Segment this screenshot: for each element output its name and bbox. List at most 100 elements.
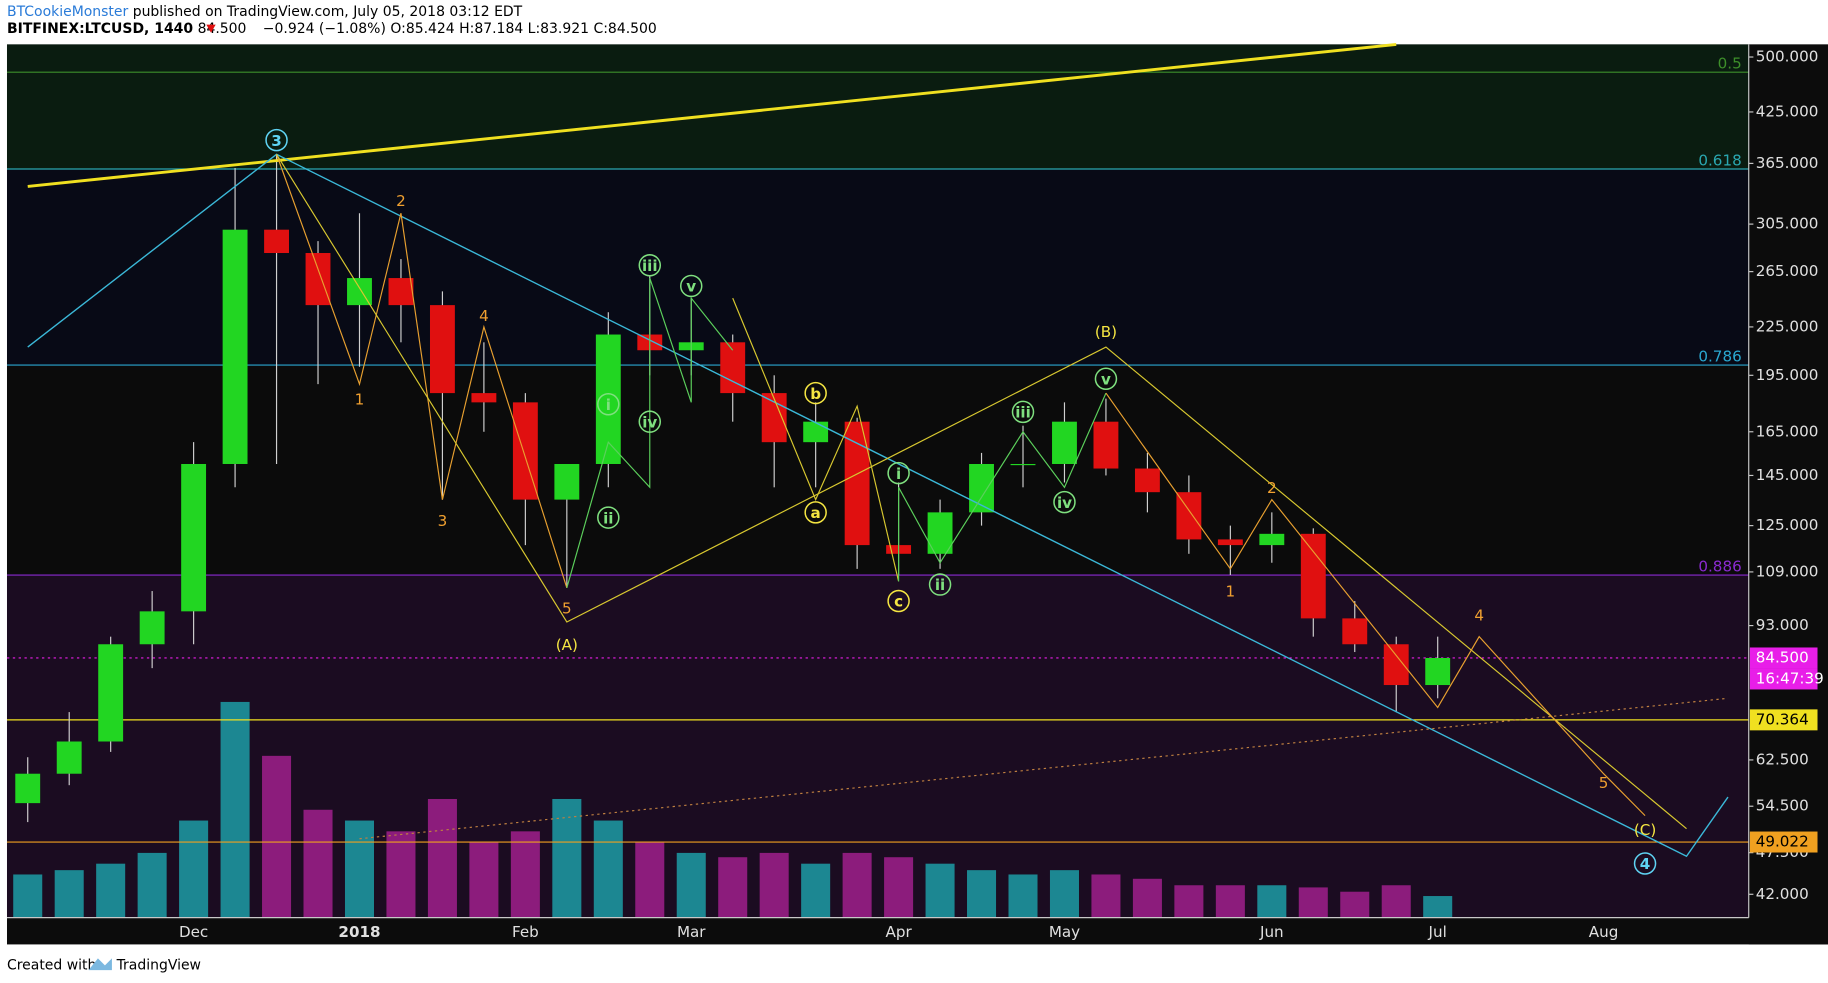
header-line-1: BTCookieMonster published on TradingView… [7,4,523,20]
y-tick-label: 165.000 [1756,422,1819,440]
countdown: 16:47:39 [1756,669,1824,687]
volume-bar [1049,870,1079,918]
wave-label: 1 [355,390,365,408]
wave-label: 4 [1640,855,1651,873]
volume-bar [759,852,789,918]
candle-body [98,644,124,742]
wave-label: ii [603,509,613,527]
candle-body [844,421,870,546]
y-tick-label: 109.000 [1756,562,1819,580]
wave-label: 4 [479,307,489,325]
last-price: 84.500 [198,21,247,37]
volume-bar [137,852,167,918]
candle-body [15,773,41,804]
wave-label: i [606,396,611,414]
y-tick-label: 500.000 [1756,48,1819,66]
candle-body [1383,644,1409,686]
wave-label: (A) [556,636,578,654]
candle-body [1342,618,1368,645]
author[interactable]: BTCookieMonster [7,4,129,20]
y-tick-label: 125.000 [1756,516,1819,534]
volume-bar [510,831,540,918]
volume-bar [344,820,375,918]
candle-body [1217,539,1243,546]
wave-circle [597,392,620,416]
candle-body [1259,533,1285,546]
plot: 0.50.6180.7860.886312345(A)iiiiiiivvbaci… [6,42,1828,945]
footer-brand[interactable]: TradingView [116,957,201,973]
trend-line [276,153,1687,830]
x-tick-label: Aug [1589,923,1619,941]
trend-line [732,297,900,582]
zone [6,72,1749,169]
price-box [1749,709,1818,731]
candle-body [429,305,455,394]
y-tick-label: 425.000 [1756,102,1819,120]
zone [6,168,1749,366]
wave-label: b [810,385,821,403]
trend-line [275,154,568,588]
volume-bar [1257,885,1287,918]
candle-body [1134,468,1160,493]
wave-label: iii [642,257,658,275]
y-tick-label: 54.500 [1756,797,1809,815]
wave-label: 2 [1267,479,1277,497]
wave-label: v [686,278,696,296]
volume-bar [635,842,665,918]
wave-circle [1053,490,1076,514]
wave-circle [887,589,910,613]
published: published on TradingView.com, July 05, 2… [133,4,523,20]
volume-bar [842,852,872,918]
price-box [1749,647,1818,669]
price-box [1749,831,1818,853]
y-tick-label: 42.000 [1756,885,1809,903]
wave-label: 5 [562,600,572,618]
volume-bar [262,755,292,918]
wave-circle [887,461,910,485]
candle-body [1010,463,1036,466]
candle-body [761,393,787,443]
volume-bar [220,701,250,918]
wave-circle [597,506,620,529]
wave-circle [804,381,827,405]
wave-label: (C) [1634,821,1656,839]
volume-bar [552,798,582,918]
zone [6,365,1749,576]
wave-label: iv [1057,494,1072,512]
fib-label: 0.786 [1698,347,1741,365]
trend-line [898,392,1107,582]
trend-line [27,42,1397,188]
candle-body [1052,421,1077,464]
footer-created: Created with [7,957,96,973]
wave-circle [265,128,288,152]
wave-circle [679,274,703,298]
volume-bar [801,863,831,918]
price-box-label: 84.500 [1756,648,1809,666]
volume-bar [1174,885,1204,918]
zone [6,44,1749,73]
wave-circle [1094,367,1118,391]
wave-label: iii [1015,404,1031,422]
candle-body [139,611,165,645]
volume-bar [469,842,499,918]
y-tick-label: 62.500 [1756,750,1809,768]
wave-label: ii [935,576,945,594]
fib-label: 0.618 [1698,151,1741,169]
trend-line [566,277,734,588]
volume-bar [967,870,997,918]
y-tick-label: 93.000 [1756,616,1809,634]
volume-bar [427,798,457,918]
volume-bar [925,863,955,918]
price-axis [1748,44,1828,945]
y-tick-label: 365.000 [1756,154,1819,172]
y-tick-label: 145.000 [1756,466,1819,484]
wave-label: 3 [438,512,448,530]
volume-bar [386,831,416,918]
candle-body [388,278,414,306]
volume-bar [303,809,333,918]
trend-line [1105,392,1646,817]
wave-label: (B) [1095,323,1117,341]
x-tick-label: Mar [677,923,706,941]
wave-circle [804,501,827,524]
